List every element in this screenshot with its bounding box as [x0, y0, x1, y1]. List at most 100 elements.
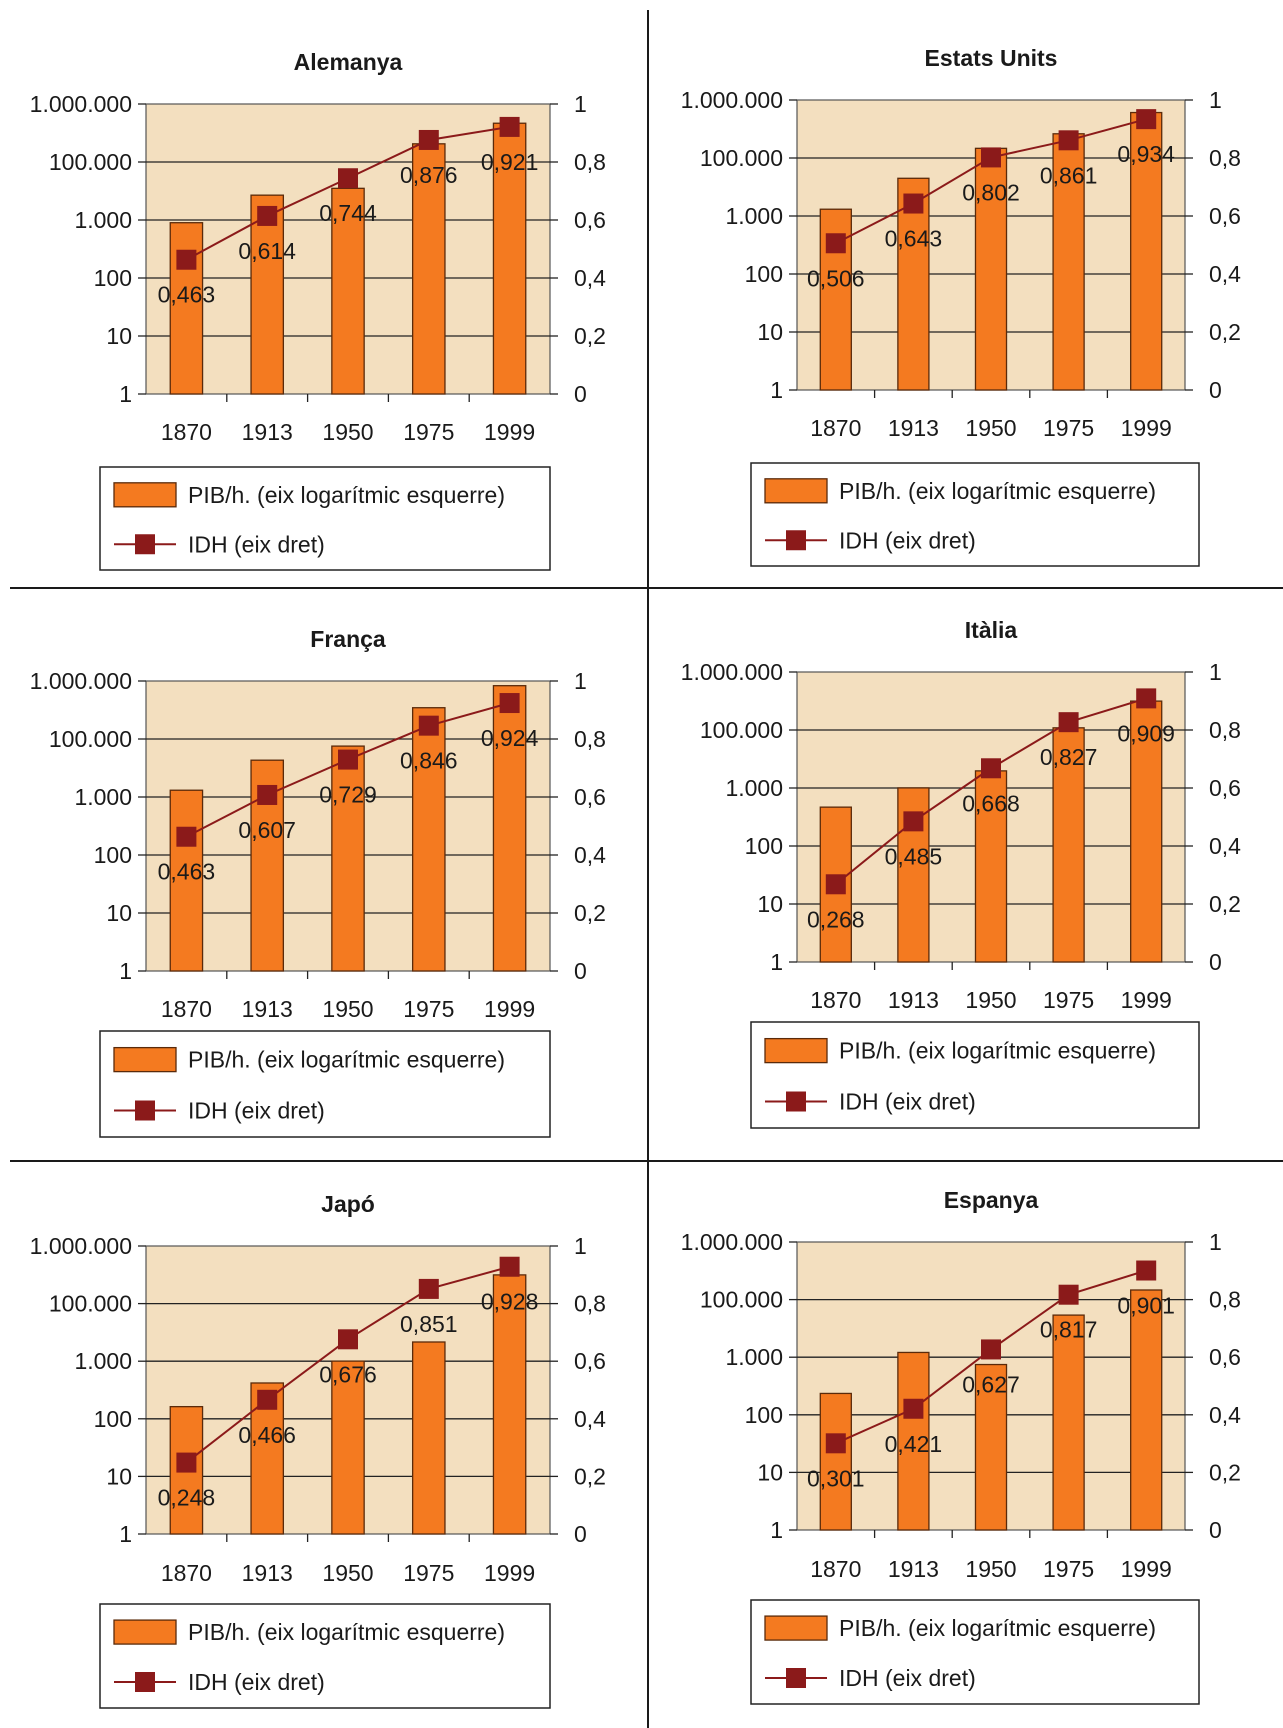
- bar: [974, 770, 1008, 963]
- x-axis-tick-label: 1950: [965, 1556, 1016, 1582]
- bar: [897, 1351, 930, 1531]
- x-axis-tick-label: 1975: [1043, 415, 1094, 441]
- legend-line-label: IDH (eix dret): [839, 1665, 976, 1691]
- right-axis-tick-label: 1: [1209, 1229, 1222, 1255]
- right-axis-tick-label: 0,2: [1209, 1459, 1241, 1485]
- left-axis-tick-label: 100.000: [700, 145, 783, 171]
- idh-marker: [176, 826, 197, 847]
- idh-data-label: 0,614: [238, 238, 296, 264]
- right-axis-tick-label: 0,8: [574, 1291, 606, 1317]
- left-axis-tick-label: 1.000: [725, 775, 783, 801]
- left-axis-tick-label: 1.000: [725, 203, 783, 229]
- legend-line-label: IDH (eix dret): [839, 527, 976, 553]
- x-axis-tick-label: 1975: [403, 996, 454, 1022]
- idh-marker: [257, 1389, 278, 1410]
- x-axis-tick-label: 1913: [888, 415, 939, 441]
- idh-data-label: 0,301: [807, 1465, 865, 1491]
- idh-data-label: 0,607: [238, 817, 296, 843]
- idh-marker: [981, 147, 1001, 168]
- legend-marker-swatch: [786, 1091, 806, 1112]
- idh-marker: [499, 1256, 520, 1277]
- chart-panel: França 1 10 100 1.000 100.000 1.000.000 0 0,2 0,4…: [30, 626, 606, 1138]
- idh-data-label: 0,676: [319, 1361, 377, 1387]
- left-axis-tick-label: 1.000: [74, 1348, 132, 1374]
- idh-marker: [825, 233, 846, 254]
- right-axis-tick-label: 0,4: [574, 842, 606, 868]
- x-axis-tick-label: 1999: [484, 419, 535, 445]
- idh-marker: [257, 784, 278, 805]
- bar: [974, 1363, 1008, 1531]
- x-axis-tick-label: 1975: [403, 419, 454, 445]
- legend-line-label: IDH (eix dret): [839, 1089, 976, 1115]
- left-axis-tick-label: 1.000.000: [681, 1229, 783, 1255]
- legend-bar-label: PIB/h. (eix logarítmic esquerre): [188, 482, 505, 508]
- legend-line-label: IDH (eix dret): [188, 531, 325, 557]
- chart-title: Japó: [321, 1191, 375, 1217]
- chart-panel: Espanya 1 10 100 1.000 100.000 1.000.000 0 0,2 0,…: [681, 1187, 1241, 1705]
- bar: [492, 685, 527, 972]
- bar: [411, 707, 446, 972]
- left-axis-tick-label: 1.000.000: [681, 87, 783, 113]
- right-axis-tick-label: 0,4: [1209, 833, 1241, 859]
- idh-data-label: 0,463: [158, 282, 216, 308]
- right-axis-tick-label: 0,2: [574, 1463, 606, 1489]
- left-axis-tick-label: 100: [94, 265, 132, 291]
- right-axis-tick-label: 0,2: [1209, 319, 1241, 345]
- bar: [1130, 1289, 1163, 1531]
- left-axis-tick-label: 10: [106, 323, 132, 349]
- x-axis-tick-label: 1950: [322, 419, 373, 445]
- legend-bar-swatch: [764, 1037, 828, 1064]
- right-axis-tick-label: 0,2: [1209, 891, 1241, 917]
- idh-marker: [1136, 688, 1157, 709]
- left-axis-tick-label: 1: [119, 1521, 132, 1547]
- x-axis-tick-label: 1913: [242, 996, 293, 1022]
- idh-data-label: 0,928: [481, 1289, 539, 1315]
- left-axis-tick-label: 10: [106, 900, 132, 926]
- bar: [169, 789, 204, 972]
- left-axis-tick-label: 100.000: [700, 1287, 783, 1313]
- x-axis-tick-label: 1913: [242, 419, 293, 445]
- idh-marker: [825, 874, 846, 895]
- idh-data-label: 0,485: [885, 843, 943, 869]
- chart-title: Espanya: [944, 1187, 1039, 1213]
- right-axis-tick-label: 1: [574, 91, 587, 117]
- right-axis-tick-label: 0,4: [574, 265, 606, 291]
- legend-bar-swatch: [113, 1046, 177, 1073]
- x-axis-tick-label: 1999: [1121, 987, 1172, 1013]
- right-axis-tick-label: 0,6: [574, 784, 606, 810]
- bar: [411, 1341, 446, 1535]
- left-axis-tick-label: 1: [119, 958, 132, 984]
- left-axis-tick-label: 10: [757, 1459, 783, 1485]
- idh-marker: [176, 1452, 197, 1473]
- idh-data-label: 0,463: [158, 859, 216, 885]
- bar: [169, 222, 204, 395]
- chart-panel: Itàlia 1 10 100 1.000 100.000 1.000.000 0 0,2 0,4…: [681, 617, 1241, 1129]
- idh-marker: [1058, 1284, 1079, 1305]
- right-axis-tick-label: 0,6: [1209, 1344, 1241, 1370]
- idh-marker: [418, 715, 439, 736]
- idh-marker: [825, 1433, 846, 1454]
- legend-bar-label: PIB/h. (eix logarítmic esquerre): [839, 1038, 1156, 1064]
- legend-marker-swatch: [135, 1672, 155, 1692]
- bar: [974, 147, 1008, 391]
- x-axis-tick-label: 1870: [161, 1560, 212, 1586]
- x-axis-tick-label: 1975: [1043, 987, 1094, 1013]
- right-axis-tick-label: 0: [1209, 949, 1222, 975]
- idh-marker: [903, 193, 924, 214]
- idh-marker: [981, 758, 1001, 779]
- left-axis-tick-label: 100.000: [49, 1291, 132, 1317]
- x-axis-tick-label: 1913: [242, 1560, 293, 1586]
- idh-data-label: 0,921: [481, 149, 539, 175]
- chart-title: França: [310, 626, 386, 652]
- legend-marker-swatch: [135, 534, 155, 555]
- legend-bar-swatch: [764, 478, 828, 504]
- idh-data-label: 0,248: [158, 1485, 216, 1511]
- legend-bar-label: PIB/h. (eix logarítmic esquerre): [188, 1047, 505, 1073]
- x-axis-tick-label: 1913: [888, 987, 939, 1013]
- legend-bar-label: PIB/h. (eix logarítmic esquerre): [839, 478, 1156, 504]
- legend-line-label: IDH (eix dret): [188, 1669, 325, 1695]
- idh-data-label: 0,901: [1117, 1293, 1175, 1319]
- x-axis-tick-label: 1999: [484, 1560, 535, 1586]
- bar: [331, 1360, 365, 1535]
